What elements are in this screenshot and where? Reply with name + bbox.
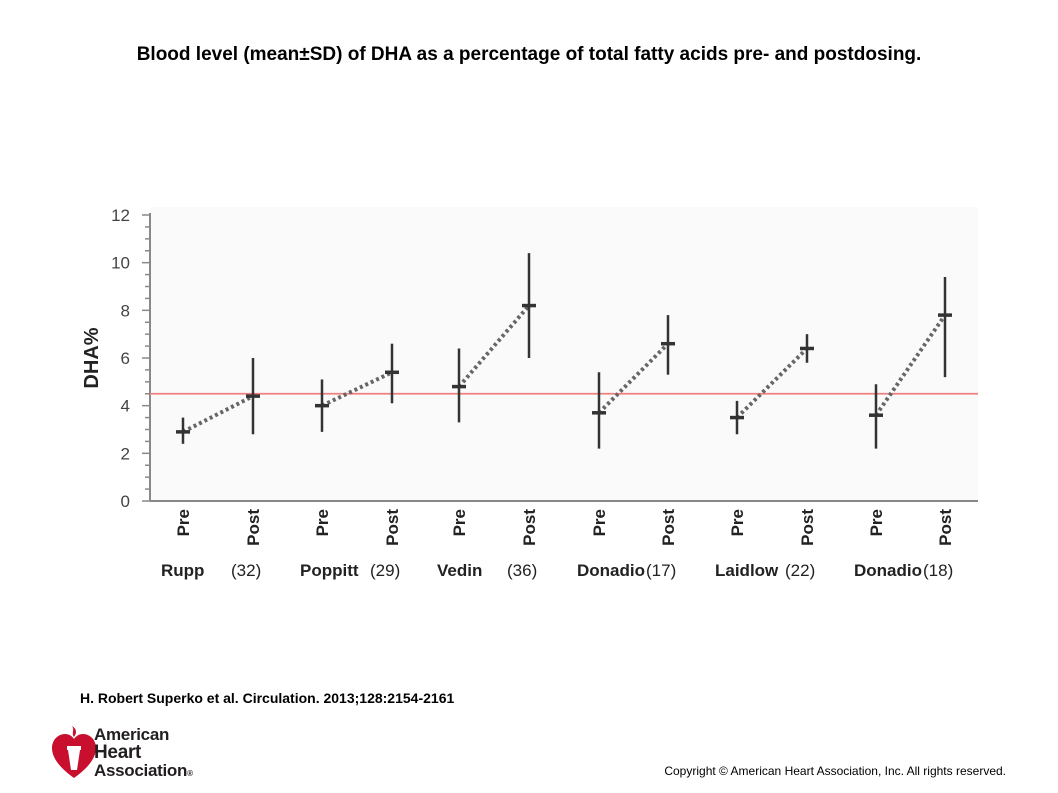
logo-line-2: Heart xyxy=(94,742,142,763)
logo-line-3-text: Association xyxy=(94,761,188,780)
post-label-4: Post xyxy=(798,509,817,546)
connector-4 xyxy=(735,347,809,420)
pre-label-0: Pre xyxy=(174,509,193,536)
connector-5 xyxy=(874,313,947,417)
chart-title: Blood level (mean±SD) of DHA as a percen… xyxy=(136,44,922,65)
group-n-0: (32) xyxy=(231,561,261,580)
pre-label-3: Pre xyxy=(590,509,609,536)
connector-3 xyxy=(597,342,670,415)
heart-torch-logo-icon xyxy=(52,726,96,778)
connector-0 xyxy=(182,394,254,434)
y-axis-label: DHA% xyxy=(81,327,103,388)
plot-background xyxy=(150,207,978,501)
group-name-3: Donadio xyxy=(577,561,645,580)
group-n-2: (36) xyxy=(507,561,537,580)
connector-1 xyxy=(321,370,393,408)
group-name-5: Donadio xyxy=(854,561,922,580)
post-label-1: Post xyxy=(383,509,402,546)
post-label-0: Post xyxy=(244,509,263,546)
citation: H. Robert Superko et al. Circulation. 20… xyxy=(80,690,455,706)
registered-mark: ® xyxy=(187,769,193,778)
group-name-4: Laidlow xyxy=(715,561,779,580)
post-label-5: Post xyxy=(936,509,955,546)
y-tick-label: 8 xyxy=(121,301,130,320)
y-tick-label: 6 xyxy=(121,349,130,368)
pre-label-2: Pre xyxy=(450,509,469,536)
group-name-0: Rupp xyxy=(161,561,204,580)
pre-label-5: Pre xyxy=(867,509,886,536)
pre-label-4: Pre xyxy=(728,509,747,536)
y-tick-label: 12 xyxy=(111,206,130,225)
group-name-1: Poppitt xyxy=(300,561,359,580)
group-n-5: (18) xyxy=(923,561,953,580)
dha-chart: 0 2 4 6 8 10 12 DHA% Pre Post Rupp (32) Pre Post Poppi… xyxy=(81,206,978,580)
post-label-2: Post xyxy=(520,509,539,546)
group-name-2: Vedin xyxy=(437,561,482,580)
group-n-1: (29) xyxy=(370,561,400,580)
group-n-4: (22) xyxy=(785,561,815,580)
y-tick-label: 2 xyxy=(121,444,130,463)
copyright-notice: Copyright © American Heart Association, … xyxy=(664,764,1006,778)
group-n-3: (17) xyxy=(646,561,676,580)
y-tick-label: 4 xyxy=(121,397,130,416)
y-tick-label: 10 xyxy=(111,254,130,273)
logo-line-1: American xyxy=(94,725,170,744)
pre-label-1: Pre xyxy=(313,509,332,536)
logo-line-3: Association® xyxy=(94,762,193,783)
post-label-3: Post xyxy=(659,509,678,546)
chart-area: 0 2 4 6 8 10 12 DHA% Pre Post Rupp (32) Pre Post Poppi… xyxy=(70,196,990,591)
aha-logo-text: American Heart Association® xyxy=(94,726,193,783)
y-tick-label: 0 xyxy=(121,492,130,511)
